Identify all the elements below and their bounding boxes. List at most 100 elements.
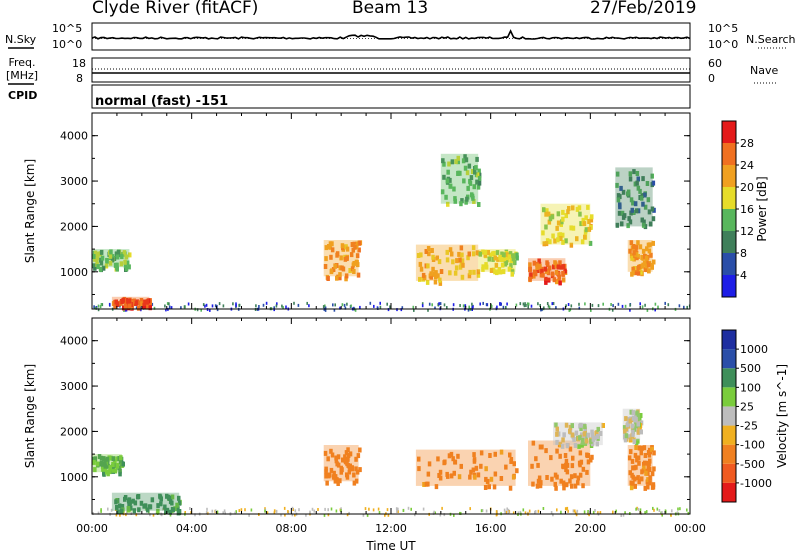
power-cell bbox=[327, 244, 331, 249]
power-cell bbox=[351, 247, 355, 253]
velocity-ground-cell bbox=[565, 507, 568, 511]
power-cell bbox=[546, 211, 551, 217]
power-cell bbox=[430, 248, 434, 253]
velocity-ground-cell bbox=[313, 509, 316, 513]
velocity-ground-cell bbox=[587, 510, 589, 513]
velocity-cell bbox=[326, 456, 330, 462]
power-cell bbox=[348, 268, 352, 273]
power-cell bbox=[450, 251, 454, 257]
velocity-cell bbox=[562, 432, 566, 438]
power-ground-cell bbox=[101, 303, 104, 307]
velocity-cell bbox=[355, 469, 360, 475]
power-cell bbox=[456, 159, 460, 165]
power-region-8 bbox=[440, 153, 479, 204]
power-cell bbox=[635, 171, 640, 176]
velocity-cell bbox=[629, 449, 633, 455]
power-ground-cell bbox=[354, 308, 357, 312]
power-cell bbox=[458, 170, 462, 176]
power-cell bbox=[421, 272, 426, 278]
velocity-ground-cell bbox=[126, 511, 128, 515]
power-cell bbox=[508, 251, 513, 257]
power-cell bbox=[475, 172, 480, 178]
power-cell bbox=[355, 253, 360, 259]
velocity-cell bbox=[168, 499, 173, 505]
power-colorbar-label: 8 bbox=[740, 247, 747, 260]
nave-label: Nave bbox=[750, 64, 778, 77]
power-cell bbox=[139, 298, 144, 303]
velocity-ground-cell bbox=[441, 506, 443, 510]
velocity-colorbar-label: -500 bbox=[740, 458, 765, 471]
power-cell bbox=[452, 186, 456, 192]
power-cell bbox=[122, 250, 127, 256]
power-cell bbox=[433, 279, 438, 285]
power-ground-cell bbox=[654, 302, 657, 306]
power-cell bbox=[474, 165, 478, 171]
power-ground-cell bbox=[641, 305, 644, 309]
power-cell bbox=[633, 181, 638, 187]
power-cell bbox=[505, 252, 510, 258]
velocity-cell bbox=[111, 467, 116, 473]
power-cell bbox=[631, 200, 635, 206]
velocity-colorbar-swatch bbox=[722, 330, 736, 350]
velocity-ground-cell bbox=[107, 507, 109, 511]
power-cell bbox=[142, 304, 147, 310]
velocity-cell bbox=[590, 432, 594, 438]
power-region-9 bbox=[615, 167, 653, 227]
velocity-cell bbox=[624, 433, 629, 439]
velocity-cell bbox=[556, 431, 561, 437]
power-cell bbox=[630, 207, 634, 213]
power-ground-cell bbox=[273, 306, 275, 310]
velocity-ground-cell bbox=[222, 511, 224, 515]
velocity-cell bbox=[336, 454, 341, 460]
velocity-ground-cell bbox=[377, 507, 380, 511]
velocity-ground-cell bbox=[275, 509, 278, 513]
velocity-cell bbox=[105, 456, 110, 462]
power-cell bbox=[542, 207, 546, 213]
velocity-cell bbox=[643, 453, 648, 458]
power-ground-cell bbox=[255, 304, 257, 308]
power-cell bbox=[461, 262, 465, 268]
power-cell bbox=[104, 263, 109, 269]
power-cell bbox=[493, 269, 497, 275]
velocity-cell bbox=[579, 426, 583, 432]
velocity-cell bbox=[630, 423, 635, 429]
velocity-ground-cell bbox=[396, 509, 398, 513]
velocity-cell bbox=[636, 421, 640, 427]
velocity-ground-cell bbox=[640, 511, 643, 515]
velocity-ground-cell bbox=[635, 507, 637, 511]
velocity-ground-cell bbox=[512, 511, 515, 515]
velocity-cell bbox=[108, 469, 112, 475]
velocity-cell bbox=[576, 475, 581, 481]
power-ground-cell bbox=[95, 306, 98, 310]
velocity-ground-cell bbox=[677, 507, 679, 511]
velocity-cell bbox=[127, 502, 131, 508]
power-ground-cell bbox=[187, 302, 190, 306]
power-cell bbox=[339, 255, 343, 261]
velocity-cell bbox=[101, 466, 105, 472]
power-ground-cell bbox=[505, 306, 507, 309]
power-cell bbox=[643, 253, 647, 259]
velocity-ground-cell bbox=[283, 506, 286, 510]
freq-right-tick-top: 60 bbox=[708, 57, 722, 70]
velocity-cell bbox=[325, 480, 329, 486]
power-cell bbox=[544, 276, 548, 282]
velocity-ground-cell bbox=[560, 510, 562, 514]
power-cell bbox=[462, 178, 466, 184]
velocity-ground-cell bbox=[284, 513, 286, 517]
power-cell bbox=[148, 305, 152, 311]
velocity-cell bbox=[579, 422, 583, 428]
power-cell bbox=[544, 241, 549, 247]
velocity-region-2 bbox=[323, 445, 359, 482]
velocity-colorbar-swatch bbox=[722, 482, 736, 502]
velocity-ground-cell bbox=[287, 510, 289, 513]
velocity-ground-cell bbox=[671, 509, 673, 513]
velocity-cell bbox=[139, 500, 144, 506]
power-cell bbox=[555, 225, 559, 231]
power-cell bbox=[486, 250, 490, 255]
power-cell bbox=[626, 191, 630, 197]
velocity-ground-cell bbox=[224, 511, 226, 515]
velocity-cell bbox=[354, 478, 359, 484]
power-cell bbox=[470, 169, 475, 174]
freq-right-tick-bottom: 0 bbox=[708, 72, 715, 85]
power-cell bbox=[528, 262, 532, 268]
